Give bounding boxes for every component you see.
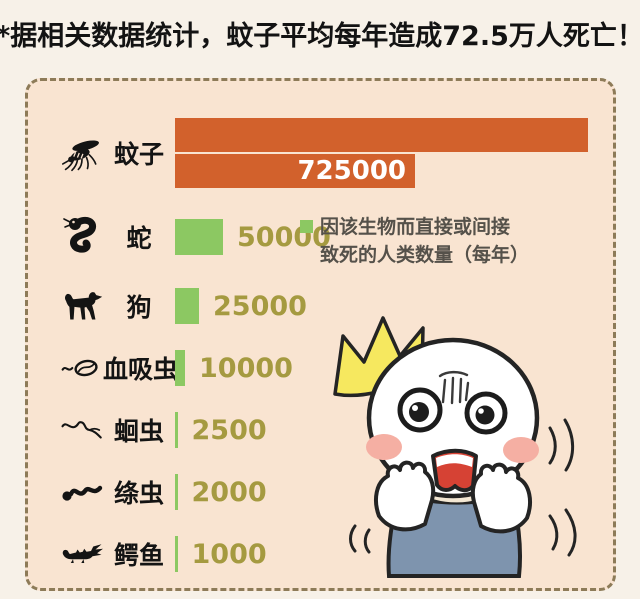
cheek-right bbox=[503, 437, 539, 463]
bar-snake bbox=[175, 219, 223, 255]
category-label-crocodile: 鳄鱼 bbox=[113, 541, 164, 570]
bar-group-crocodile: 1000 bbox=[175, 536, 616, 572]
motion-lines bbox=[349, 418, 577, 557]
schistosome-icon bbox=[61, 353, 103, 383]
value-label-dog: 25000 bbox=[213, 290, 307, 322]
bar-group-dog: 25000 bbox=[175, 288, 616, 324]
worry-marks bbox=[438, 370, 470, 405]
bar-dog bbox=[175, 288, 199, 324]
dog-icon bbox=[61, 287, 103, 325]
bar-group-schistosome: 10000 bbox=[175, 350, 616, 386]
value-label-snake: 50000 bbox=[237, 221, 331, 253]
category-label-tapeworm: 绦虫 bbox=[113, 479, 164, 508]
crocodile-icon bbox=[61, 539, 103, 569]
chart-row-mosquito: 蚊子 725000 bbox=[31, 111, 616, 195]
value-label-mosquito: 725000 bbox=[297, 156, 406, 186]
bar-crocodile bbox=[175, 536, 178, 572]
legend-line-1: 因该生物而直接或间接 bbox=[300, 214, 550, 242]
roundworm-icon bbox=[61, 413, 103, 447]
chart-row-roundworm: 蛔虫 2500 bbox=[31, 399, 616, 461]
page-title: *据相关数据统计，蚊子平均每年造成72.5万人死亡！ bbox=[0, 20, 640, 52]
snake-icon bbox=[61, 214, 103, 260]
bar-roundworm bbox=[175, 412, 178, 448]
chart-row-tapeworm: 绦虫 2000 bbox=[31, 461, 616, 523]
category-label-schistosome: 血吸虫 bbox=[103, 355, 179, 384]
mosquito-icon bbox=[61, 133, 103, 173]
chart-row-schistosome: 血吸虫 10000 bbox=[31, 337, 616, 399]
bar-mosquito-line2: 725000 bbox=[175, 154, 415, 188]
bar-group-snake: 50000 bbox=[175, 219, 616, 255]
chart-panel: 蚊子 725000 蛇 50000 狗 25000 血吸虫 10000 蛔虫 2500 绦虫 2000… bbox=[25, 78, 616, 591]
chart-row-snake: 蛇 50000 bbox=[31, 206, 616, 268]
value-label-schistosome: 10000 bbox=[199, 352, 293, 384]
chart-row-crocodile: 鳄鱼 1000 bbox=[31, 523, 616, 585]
category-label-roundworm: 蛔虫 bbox=[113, 417, 164, 446]
bar-group-mosquito: 725000 bbox=[175, 118, 616, 188]
eyes bbox=[397, 387, 508, 435]
legend-square-icon bbox=[300, 220, 313, 233]
scared-character-illustration bbox=[333, 316, 577, 578]
bar-schistosome bbox=[175, 350, 185, 386]
category-label-mosquito: 蚊子 bbox=[113, 140, 164, 169]
tapeworm-icon bbox=[61, 479, 103, 505]
value-label-roundworm: 2500 bbox=[191, 414, 267, 446]
bar-chart: 蚊子 725000 蛇 50000 狗 25000 血吸虫 10000 蛔虫 2500 绦虫 2000… bbox=[31, 84, 616, 585]
legend-line-2: 致死的人类数量（每年） bbox=[320, 243, 530, 266]
chart-row-dog: 狗 25000 bbox=[31, 275, 616, 337]
cheek-left bbox=[366, 434, 402, 460]
bar-group-tapeworm: 2000 bbox=[175, 474, 616, 510]
value-label-tapeworm: 2000 bbox=[191, 476, 267, 508]
chart-legend: 因该生物而直接或间接 致死的人类数量（每年） bbox=[300, 214, 550, 269]
legend-text: 因该生物而直接或间接 bbox=[320, 216, 511, 238]
value-label-crocodile: 1000 bbox=[191, 538, 267, 570]
bar-mosquito-line1 bbox=[175, 118, 588, 152]
category-label-dog: 狗 bbox=[126, 293, 152, 322]
bar-tapeworm bbox=[175, 474, 178, 510]
bar-group-roundworm: 2500 bbox=[175, 412, 616, 448]
category-label-snake: 蛇 bbox=[126, 224, 152, 253]
hands bbox=[374, 460, 532, 534]
